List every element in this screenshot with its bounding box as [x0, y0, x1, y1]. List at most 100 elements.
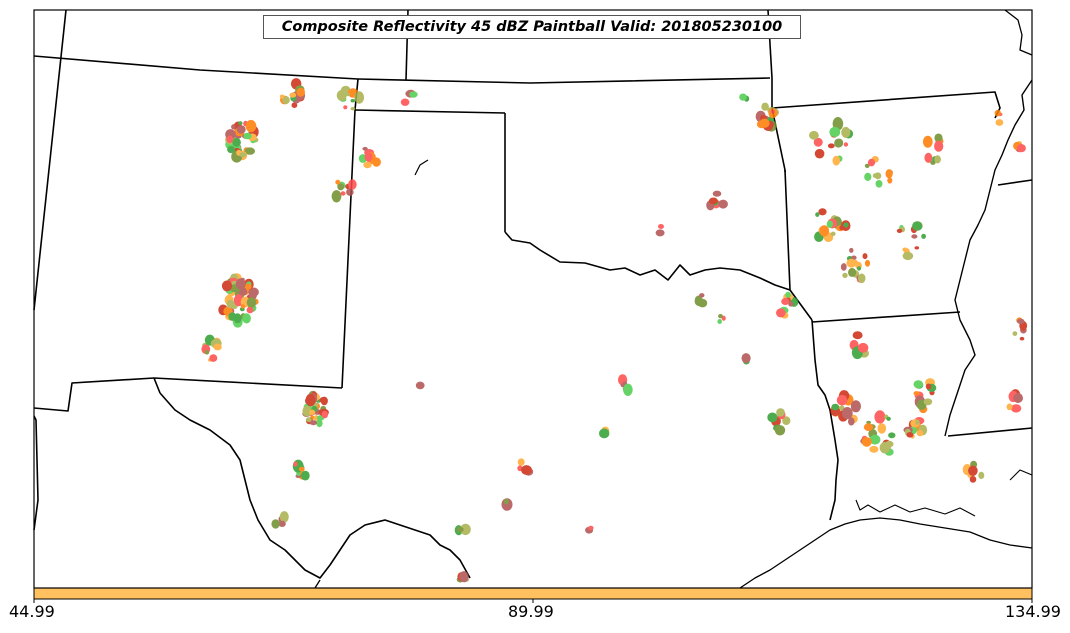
- map-title: Composite Reflectivity 45 dBZ Paintball …: [263, 15, 801, 39]
- reflectivity-cell: [924, 152, 933, 163]
- reflectivity-cell: [877, 423, 887, 434]
- reflectivity-cell: [835, 138, 844, 148]
- reflectivity-cell: [879, 442, 890, 454]
- reflectivity-cell: [906, 432, 914, 438]
- reflectivity-cell: [864, 259, 871, 267]
- reflectivity-cell: [781, 297, 790, 306]
- reflectivity-cell: [717, 319, 722, 324]
- reflectivity-cell: [934, 140, 944, 152]
- reflectivity-cell: [809, 130, 819, 140]
- border-tn: [997, 179, 1033, 186]
- reflectivity-cell: [916, 429, 924, 437]
- reflectivity-cell: [599, 428, 610, 439]
- reflectivity-cell: [864, 172, 872, 181]
- reflectivity-cell: [874, 410, 886, 424]
- reflectivity-cell: [767, 412, 778, 423]
- reflectivity-cell: [296, 87, 306, 97]
- reflectivity-cell: [588, 525, 594, 531]
- reflectivity-cell: [857, 273, 866, 284]
- colorbar-tick-label-max: 134.99: [1005, 602, 1061, 621]
- colorbar: [33, 587, 1033, 600]
- reflectivity-cell: [316, 419, 323, 428]
- reflectivity-cell: [204, 350, 210, 355]
- reflectivity-cell: [761, 102, 769, 111]
- reflectivity-cell: [849, 247, 854, 253]
- reflectivity-cell: [862, 253, 868, 260]
- mississippi-river: [944, 79, 1033, 437]
- reflectivity-cell: [842, 272, 848, 278]
- reflectivity-cell: [925, 383, 932, 390]
- reflectivity-cell: [841, 407, 853, 420]
- coastline-texas-south: [314, 579, 321, 589]
- reflectivity-cell: [854, 333, 861, 339]
- reflectivity-cell: [246, 306, 254, 314]
- reflectivity-cell: [968, 465, 978, 476]
- reflectivity-cell: [291, 102, 298, 108]
- reflectivity-cell: [896, 228, 903, 233]
- reflectivity-cell: [346, 93, 350, 97]
- reflectivity-cell: [1013, 393, 1023, 403]
- reflectivity-cell: [776, 308, 786, 318]
- river-north: [1004, 9, 1033, 56]
- reflectivity-cell: [348, 179, 357, 190]
- reflectivity-cell: [309, 420, 317, 426]
- reflectivity-cell: [902, 247, 908, 252]
- reflectivity-cell: [278, 520, 286, 528]
- reflectivity-cell: [872, 173, 878, 178]
- reflectivity-cell: [305, 417, 312, 423]
- reflectivity-cell: [850, 400, 862, 413]
- reflectivity-cell: [848, 267, 857, 277]
- reflectivity-cell: [362, 146, 368, 151]
- reflectivity-cell: [242, 313, 251, 324]
- reflectivity-cell: [1012, 331, 1018, 336]
- reflectivity-cell: [718, 199, 728, 209]
- reflectivity-cell: [923, 398, 933, 406]
- reflectivity-cell: [1017, 318, 1025, 324]
- reflectivity-cell: [869, 445, 879, 453]
- reflectivity-cell: [836, 394, 848, 406]
- reflectivity-cell: [213, 343, 222, 351]
- reflectivity-cell: [1019, 336, 1025, 341]
- reflectivity-cell: [319, 397, 327, 404]
- reflectivity-cell: [788, 301, 794, 307]
- reflectivity-cell: [851, 255, 857, 260]
- reflectivity-cell: [826, 220, 834, 228]
- reflectivity-cell: [293, 461, 298, 467]
- map-background: [34, 10, 1032, 588]
- reflectivity-cell: [875, 180, 883, 188]
- reflectivity-cell: [363, 161, 372, 169]
- reflectivity-cell: [503, 498, 509, 505]
- reflectivity-cell: [1010, 404, 1022, 413]
- reflectivity-cells: [201, 78, 1028, 583]
- reflectivity-cell: [321, 410, 329, 419]
- reflectivity-cell: [902, 251, 914, 261]
- reflectivity-cell: [271, 519, 280, 529]
- border-az-nm-south: [33, 377, 155, 412]
- reflectivity-cell: [209, 354, 218, 362]
- reflectivity-cell: [831, 403, 839, 411]
- reflectivity-cell: [1006, 403, 1013, 411]
- reflectivity-cell: [296, 472, 301, 476]
- reflectivity-cell: [240, 304, 246, 309]
- reflectivity-cell: [245, 119, 257, 133]
- reflectivity-cell: [400, 98, 410, 106]
- reflectivity-cell: [782, 416, 791, 425]
- reflectivity-cell: [336, 90, 347, 101]
- reflectivity-cell: [813, 137, 823, 147]
- reflectivity-cell: [888, 432, 896, 439]
- sabine-river: [811, 319, 839, 521]
- border-nm-east: [341, 109, 356, 389]
- reflectivity-cell: [658, 224, 664, 229]
- reflectivity-cell: [227, 146, 236, 154]
- reflectivity-cell: [289, 92, 297, 98]
- reflectivity-cell: [699, 293, 705, 298]
- reflectivity-cell: [839, 225, 845, 231]
- reflectivity-cell: [343, 105, 348, 110]
- reflectivity-cell: [857, 342, 869, 353]
- reflectivity-cell: [335, 179, 341, 185]
- reflectivity-cell: [409, 91, 418, 98]
- reflectivity-cell: [739, 93, 747, 101]
- rio-grande: [159, 392, 471, 579]
- reflectivity-cell: [818, 208, 827, 216]
- reflectivity-cell: [815, 212, 820, 218]
